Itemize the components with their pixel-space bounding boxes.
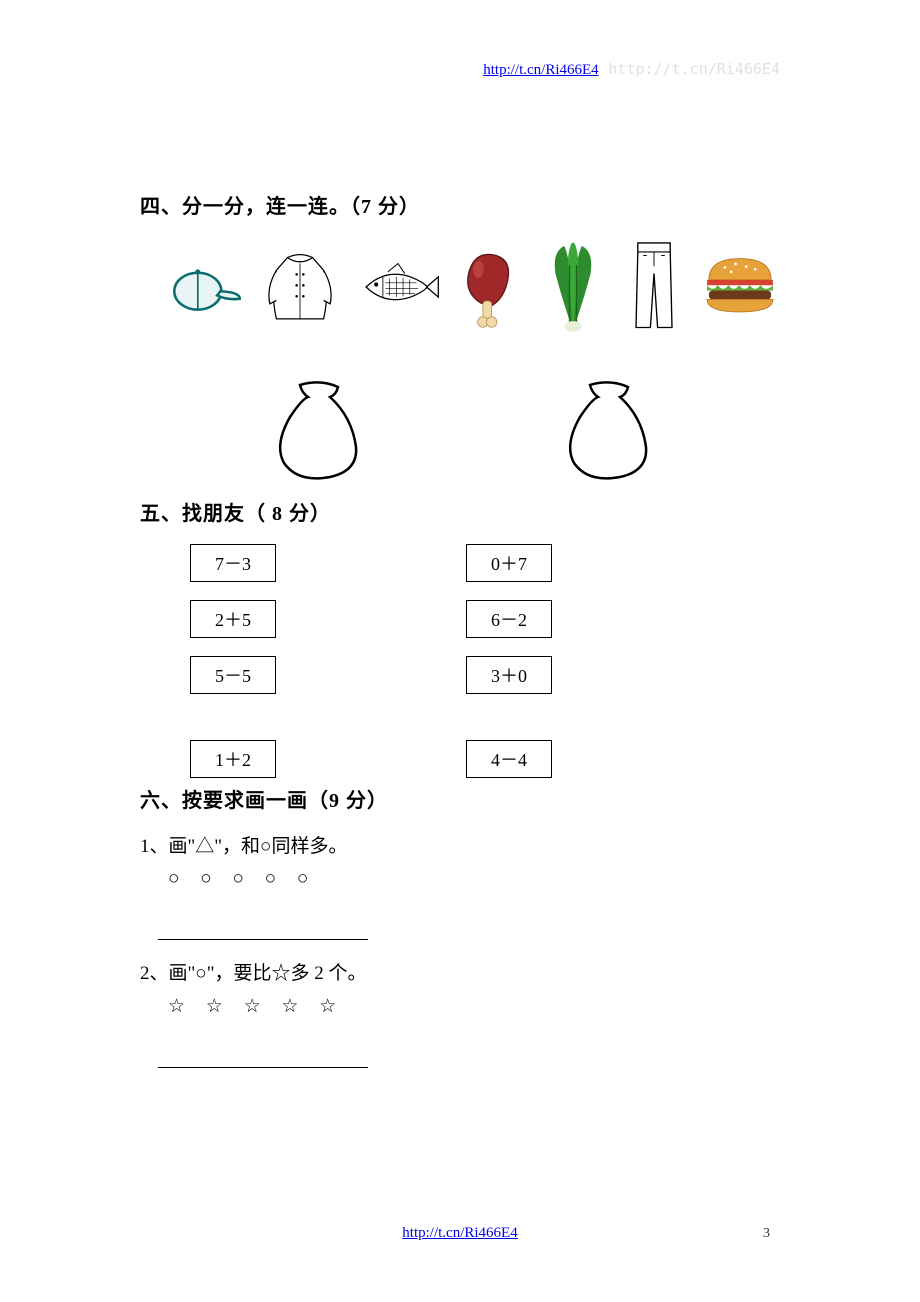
item-bok-choy xyxy=(538,237,608,337)
q6-1-answer-line xyxy=(158,912,368,940)
bags-row xyxy=(260,367,780,487)
match-columns: 7－3 2＋5 5－5 1＋2 0＋7 6－2 3＋0 4－4 xyxy=(190,544,780,778)
footer: http://t.cn/Ri466E4 xyxy=(0,1225,920,1242)
bag-left xyxy=(260,367,380,487)
header-link-area: http://t.cn/Ri466E4 http://t.cn/Ri466E4 xyxy=(483,60,780,79)
item-coat xyxy=(258,237,342,337)
match-col-left: 7－3 2＋5 5－5 1＋2 xyxy=(190,544,276,778)
section4-title: 四、分一分，连一连。（7 分） xyxy=(140,190,780,219)
section6-title: 六、按要求画一画（9 分） xyxy=(140,784,780,813)
q6-1-shapes: ○ ○ ○ ○ ○ xyxy=(168,868,780,890)
q6-2-text: 2、画"○"，要比☆多 2 个。 xyxy=(140,958,780,985)
expr-box: 6－2 xyxy=(466,600,552,638)
expr-box: 4－4 xyxy=(466,740,552,778)
item-pants xyxy=(622,237,686,337)
q6-2-shapes: ☆ ☆ ☆ ☆ ☆ xyxy=(168,995,780,1018)
item-meat-leg xyxy=(454,237,524,337)
expr-box: 3＋0 xyxy=(466,656,552,694)
section5-title: 五、找朋友（ 8 分） xyxy=(140,497,780,526)
item-cap xyxy=(160,237,244,337)
expr-box: 7－3 xyxy=(190,544,276,582)
items-row xyxy=(160,237,780,337)
item-burger xyxy=(700,237,780,337)
header-ghost-text: http://t.cn/Ri466E4 xyxy=(608,60,780,78)
page-content: 四、分一分，连一连。（7 分） xyxy=(140,190,780,1078)
item-fish xyxy=(356,237,440,337)
q6-1-text: 1、画"△"，和○同样多。 xyxy=(140,831,780,858)
expr-box: 0＋7 xyxy=(466,544,552,582)
header-url[interactable]: http://t.cn/Ri466E4 xyxy=(483,62,598,78)
footer-url[interactable]: http://t.cn/Ri466E4 xyxy=(402,1225,517,1241)
expr-box: 2＋5 xyxy=(190,600,276,638)
bag-right xyxy=(550,367,670,487)
q6-2-answer-line xyxy=(158,1040,368,1068)
expr-box: 1＋2 xyxy=(190,740,276,778)
match-col-right: 0＋7 6－2 3＋0 4－4 xyxy=(466,544,552,778)
expr-box: 5－5 xyxy=(190,656,276,694)
page-number: 3 xyxy=(763,1226,770,1242)
